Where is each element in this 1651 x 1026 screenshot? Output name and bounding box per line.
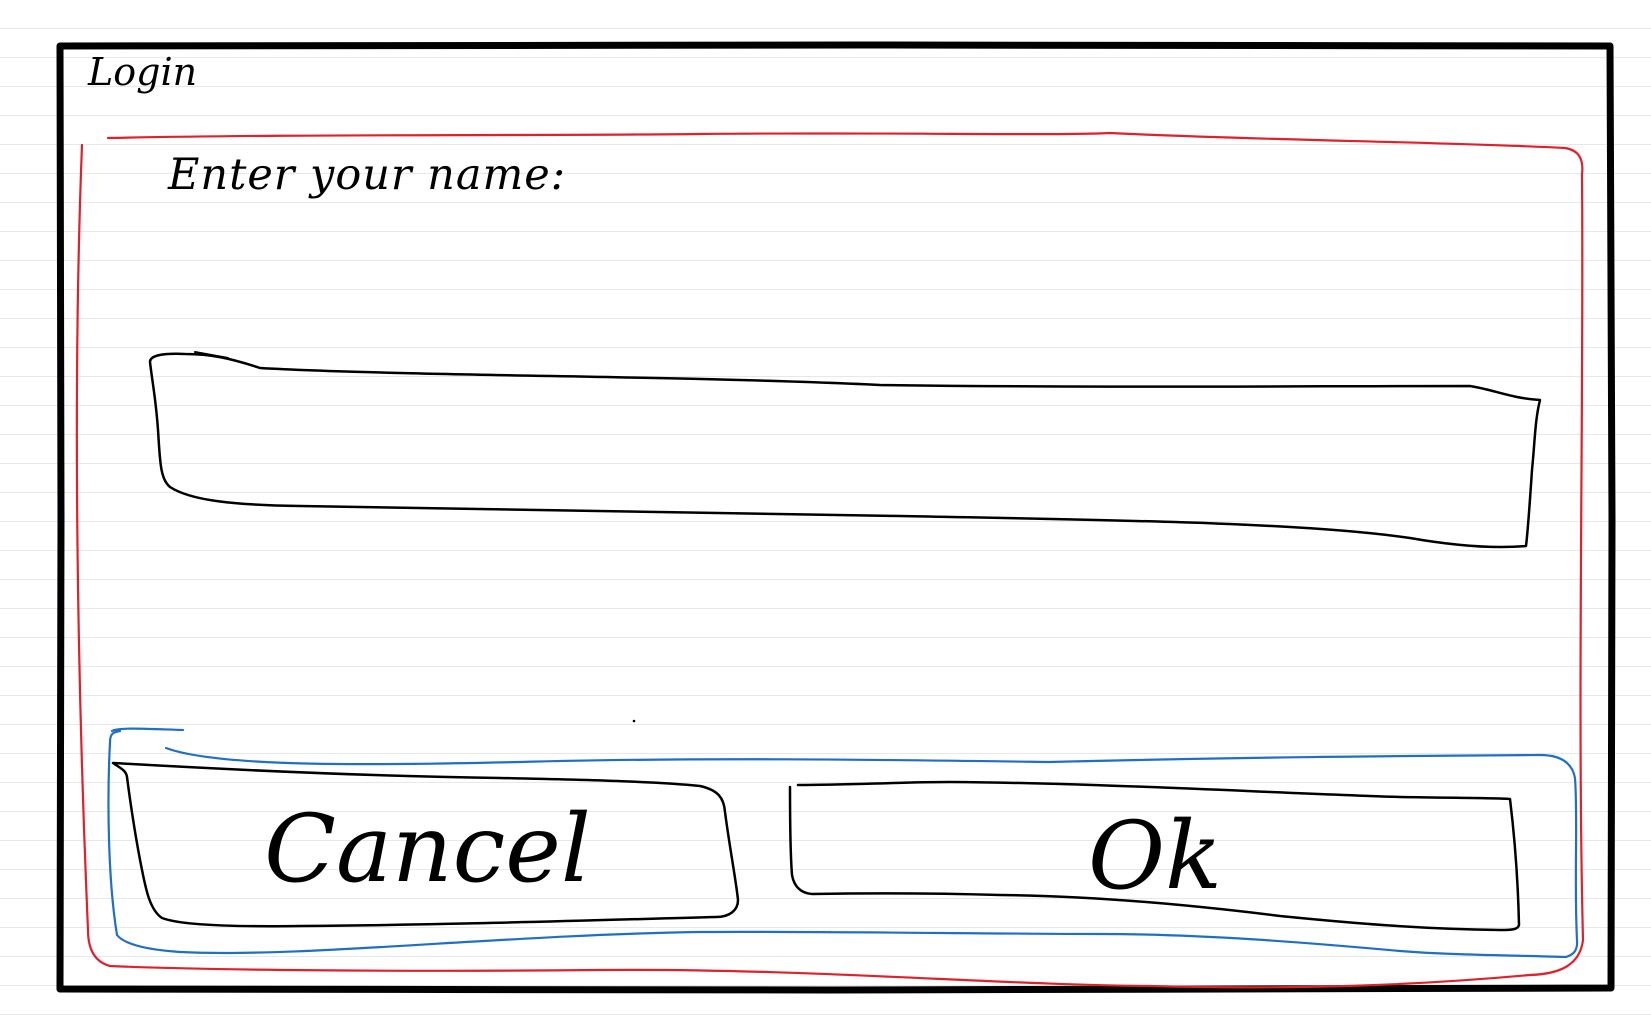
form-group-outline xyxy=(75,131,1585,989)
ok-button-outline xyxy=(788,780,1521,932)
input-pen-mark xyxy=(194,351,229,359)
window-title: Login xyxy=(88,50,198,94)
window-frame xyxy=(56,41,1616,994)
button-group-outline xyxy=(107,727,1579,959)
cancel-button[interactable]: Cancel xyxy=(125,774,730,924)
cancel-button-outline xyxy=(111,761,740,928)
stray-dot xyxy=(632,719,636,723)
prompt-label: Enter your name: xyxy=(168,150,567,200)
ok-button-label: Ok xyxy=(1087,801,1223,911)
ok-button[interactable]: Ok xyxy=(795,786,1515,926)
cancel-button-label: Cancel xyxy=(264,794,591,904)
name-input[interactable] xyxy=(160,372,1520,500)
